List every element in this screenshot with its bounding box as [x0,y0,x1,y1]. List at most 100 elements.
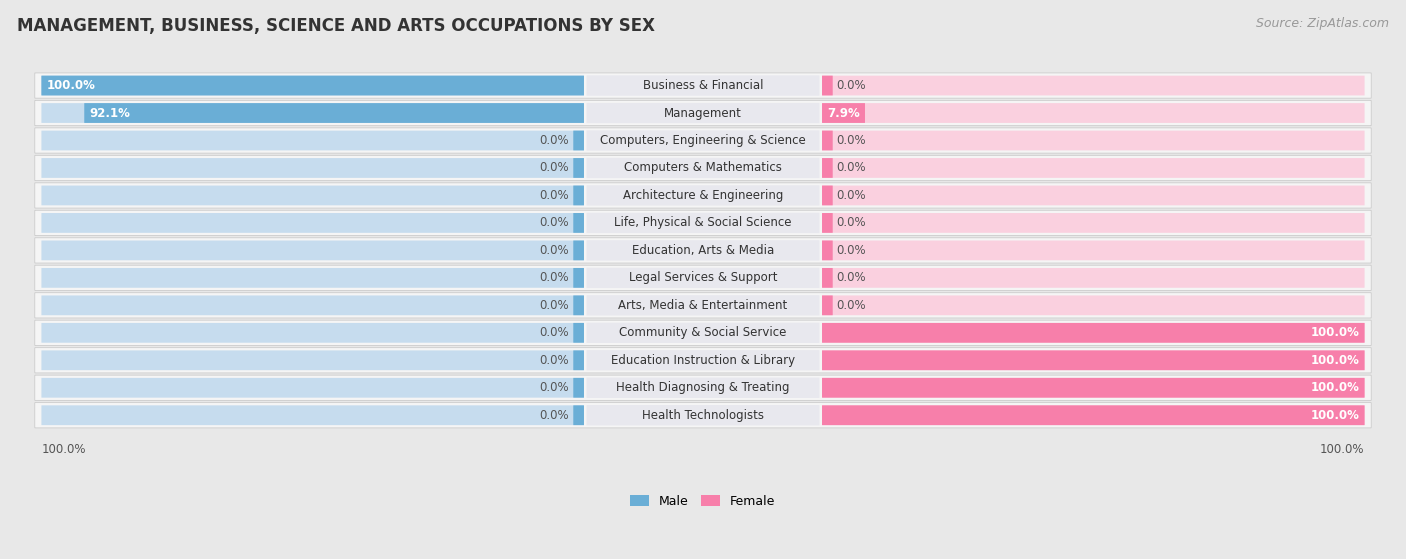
FancyBboxPatch shape [823,186,1365,205]
Text: 0.0%: 0.0% [540,381,569,394]
FancyBboxPatch shape [823,213,832,233]
FancyBboxPatch shape [574,268,583,288]
Text: Education, Arts & Media: Education, Arts & Media [631,244,775,257]
Text: 0.0%: 0.0% [540,189,569,202]
FancyBboxPatch shape [574,378,583,397]
FancyBboxPatch shape [574,131,583,150]
FancyBboxPatch shape [823,213,1365,233]
FancyBboxPatch shape [823,240,1365,260]
FancyBboxPatch shape [823,268,1365,288]
FancyBboxPatch shape [41,378,583,397]
FancyBboxPatch shape [586,350,820,371]
FancyBboxPatch shape [41,296,583,315]
FancyBboxPatch shape [41,323,583,343]
FancyBboxPatch shape [586,268,820,288]
FancyBboxPatch shape [35,73,1371,98]
Text: 92.1%: 92.1% [90,107,131,120]
FancyBboxPatch shape [574,405,583,425]
Text: 0.0%: 0.0% [837,271,866,285]
Text: 0.0%: 0.0% [837,299,866,312]
FancyBboxPatch shape [823,405,1365,425]
FancyBboxPatch shape [823,75,1365,96]
FancyBboxPatch shape [41,350,583,370]
Text: 0.0%: 0.0% [540,134,569,147]
FancyBboxPatch shape [823,186,832,205]
Text: 0.0%: 0.0% [837,162,866,174]
FancyBboxPatch shape [41,75,583,96]
FancyBboxPatch shape [35,210,1371,235]
FancyBboxPatch shape [84,103,583,123]
FancyBboxPatch shape [574,323,583,343]
Text: Life, Physical & Social Science: Life, Physical & Social Science [614,216,792,229]
FancyBboxPatch shape [586,323,820,343]
FancyBboxPatch shape [41,405,583,425]
FancyBboxPatch shape [41,268,583,288]
Text: 100.0%: 100.0% [1310,381,1360,394]
FancyBboxPatch shape [41,213,583,233]
Text: Education Instruction & Library: Education Instruction & Library [612,354,794,367]
Text: 0.0%: 0.0% [837,216,866,229]
Text: 0.0%: 0.0% [540,326,569,339]
FancyBboxPatch shape [823,350,1365,370]
Text: Health Technologists: Health Technologists [643,409,763,421]
FancyBboxPatch shape [574,296,583,315]
FancyBboxPatch shape [586,103,820,123]
FancyBboxPatch shape [823,131,832,150]
Text: 0.0%: 0.0% [837,189,866,202]
FancyBboxPatch shape [35,375,1371,400]
FancyBboxPatch shape [586,158,820,178]
FancyBboxPatch shape [586,185,820,206]
FancyBboxPatch shape [586,240,820,260]
FancyBboxPatch shape [823,268,832,288]
Text: 0.0%: 0.0% [837,134,866,147]
FancyBboxPatch shape [823,350,1365,370]
FancyBboxPatch shape [823,296,832,315]
FancyBboxPatch shape [823,378,1365,397]
Text: 100.0%: 100.0% [1310,409,1360,421]
FancyBboxPatch shape [586,295,820,315]
FancyBboxPatch shape [35,320,1371,345]
FancyBboxPatch shape [823,158,832,178]
Text: 0.0%: 0.0% [837,79,866,92]
Text: 0.0%: 0.0% [540,299,569,312]
FancyBboxPatch shape [823,131,1365,150]
Text: 0.0%: 0.0% [540,409,569,421]
Text: Management: Management [664,107,742,120]
FancyBboxPatch shape [823,103,865,123]
Text: Architecture & Engineering: Architecture & Engineering [623,189,783,202]
FancyBboxPatch shape [35,183,1371,208]
FancyBboxPatch shape [823,75,832,96]
FancyBboxPatch shape [823,296,1365,315]
Text: Computers, Engineering & Science: Computers, Engineering & Science [600,134,806,147]
FancyBboxPatch shape [35,101,1371,126]
Text: Arts, Media & Entertainment: Arts, Media & Entertainment [619,299,787,312]
Text: 0.0%: 0.0% [837,244,866,257]
FancyBboxPatch shape [586,377,820,398]
FancyBboxPatch shape [574,213,583,233]
FancyBboxPatch shape [41,158,583,178]
FancyBboxPatch shape [35,293,1371,318]
Text: 0.0%: 0.0% [540,244,569,257]
Legend: Male, Female: Male, Female [626,490,780,513]
FancyBboxPatch shape [823,378,1365,397]
FancyBboxPatch shape [823,240,832,260]
FancyBboxPatch shape [823,405,1365,425]
FancyBboxPatch shape [586,130,820,151]
FancyBboxPatch shape [41,103,583,123]
Text: 0.0%: 0.0% [540,162,569,174]
FancyBboxPatch shape [35,402,1371,428]
FancyBboxPatch shape [574,158,583,178]
Text: 100.0%: 100.0% [1320,443,1365,456]
FancyBboxPatch shape [35,348,1371,373]
Text: 100.0%: 100.0% [1310,326,1360,339]
FancyBboxPatch shape [823,103,1365,123]
FancyBboxPatch shape [586,213,820,233]
Text: 0.0%: 0.0% [540,354,569,367]
Text: Community & Social Service: Community & Social Service [619,326,787,339]
FancyBboxPatch shape [41,240,583,260]
FancyBboxPatch shape [586,405,820,425]
Text: 100.0%: 100.0% [1310,354,1360,367]
FancyBboxPatch shape [41,131,583,150]
Text: 0.0%: 0.0% [540,271,569,285]
FancyBboxPatch shape [35,155,1371,181]
